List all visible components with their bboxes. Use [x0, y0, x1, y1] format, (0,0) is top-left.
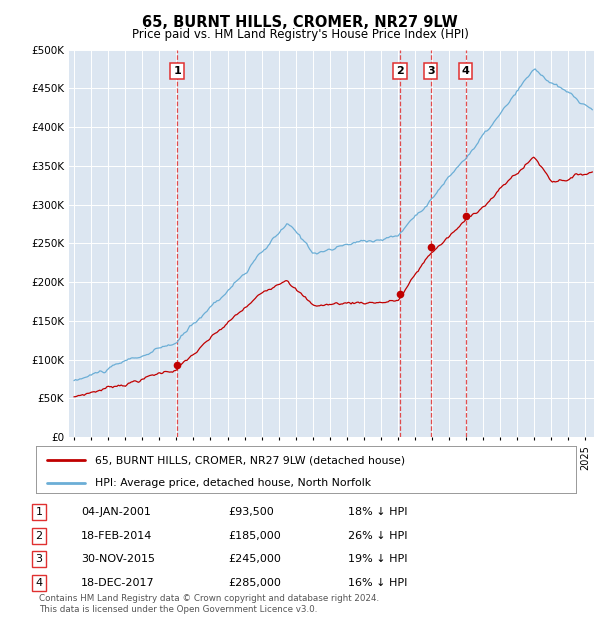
Text: 04-JAN-2001: 04-JAN-2001 — [81, 507, 151, 517]
Text: 18-FEB-2014: 18-FEB-2014 — [81, 531, 152, 541]
Text: 26% ↓ HPI: 26% ↓ HPI — [348, 531, 407, 541]
Text: £93,500: £93,500 — [228, 507, 274, 517]
Text: 1: 1 — [173, 66, 181, 76]
Text: 16% ↓ HPI: 16% ↓ HPI — [348, 578, 407, 588]
Text: Contains HM Land Registry data © Crown copyright and database right 2024.
This d: Contains HM Land Registry data © Crown c… — [39, 595, 379, 614]
Text: 1: 1 — [35, 507, 43, 517]
Text: 2: 2 — [35, 531, 43, 541]
Text: Price paid vs. HM Land Registry's House Price Index (HPI): Price paid vs. HM Land Registry's House … — [131, 28, 469, 41]
Text: £185,000: £185,000 — [228, 531, 281, 541]
Text: £245,000: £245,000 — [228, 554, 281, 564]
Text: HPI: Average price, detached house, North Norfolk: HPI: Average price, detached house, Nort… — [95, 477, 371, 488]
Text: 18% ↓ HPI: 18% ↓ HPI — [348, 507, 407, 517]
Text: 30-NOV-2015: 30-NOV-2015 — [81, 554, 155, 564]
Text: £285,000: £285,000 — [228, 578, 281, 588]
Text: 65, BURNT HILLS, CROMER, NR27 9LW (detached house): 65, BURNT HILLS, CROMER, NR27 9LW (detac… — [95, 455, 406, 466]
Text: 2: 2 — [396, 66, 404, 76]
Text: 18-DEC-2017: 18-DEC-2017 — [81, 578, 155, 588]
Text: 4: 4 — [462, 66, 470, 76]
Text: 3: 3 — [35, 554, 43, 564]
Text: 19% ↓ HPI: 19% ↓ HPI — [348, 554, 407, 564]
Text: 65, BURNT HILLS, CROMER, NR27 9LW: 65, BURNT HILLS, CROMER, NR27 9LW — [142, 15, 458, 30]
Text: 3: 3 — [427, 66, 434, 76]
Text: 4: 4 — [35, 578, 43, 588]
